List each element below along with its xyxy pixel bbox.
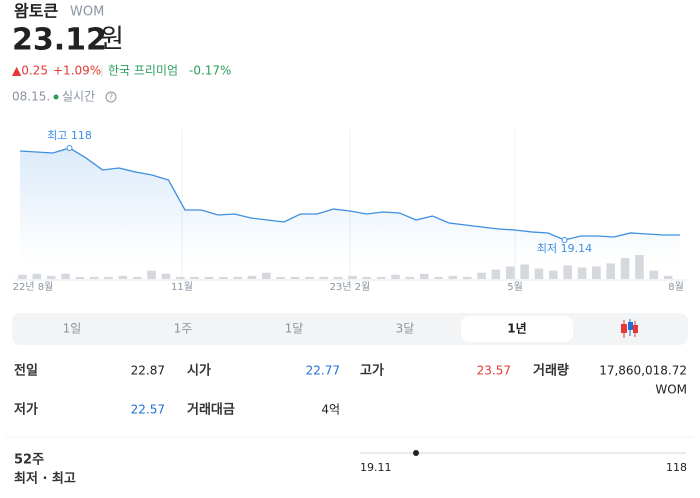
volume-bar bbox=[462, 276, 472, 279]
x-label: 5월 bbox=[507, 281, 523, 293]
range-min: 19.11 bbox=[360, 461, 392, 474]
low-marker bbox=[561, 237, 568, 243]
selected-tab bbox=[461, 316, 573, 342]
volume-bar bbox=[419, 273, 429, 279]
area bbox=[20, 148, 680, 262]
x-label: 11월 bbox=[171, 281, 193, 293]
volume-bar bbox=[592, 266, 601, 279]
candle-icon[interactable] bbox=[621, 319, 638, 338]
range-subtitle: 최저 · 최고 bbox=[14, 472, 76, 487]
stat-value: 22.57 bbox=[131, 403, 165, 417]
tab[interactable]: 3달 bbox=[396, 322, 415, 336]
volume-bar bbox=[118, 275, 128, 279]
realtime: 실시간 bbox=[62, 90, 95, 104]
volume-bar bbox=[75, 276, 85, 279]
volume-bar bbox=[262, 272, 271, 279]
volume-bar bbox=[219, 276, 228, 279]
range-title: 52주 bbox=[14, 453, 44, 468]
volume-bar bbox=[305, 276, 314, 279]
volume-bar bbox=[649, 270, 659, 279]
volume-bar bbox=[362, 276, 372, 279]
volume-bar bbox=[448, 275, 458, 279]
volume-bar bbox=[61, 273, 70, 279]
volume-bar bbox=[276, 276, 286, 279]
stat-value: 4억 bbox=[321, 403, 340, 417]
volume-bar bbox=[175, 276, 185, 279]
tab[interactable]: 1주 bbox=[174, 322, 193, 336]
volume-bar bbox=[147, 270, 156, 279]
high-marker bbox=[66, 145, 73, 151]
premium: -0.17% bbox=[189, 64, 231, 78]
volume-bar bbox=[233, 276, 242, 279]
live-dot bbox=[53, 94, 59, 100]
stat-unit: WOM bbox=[655, 383, 687, 397]
volume-bar bbox=[247, 275, 257, 279]
volume-bar bbox=[348, 275, 357, 279]
coin-symbol: WOM bbox=[70, 5, 104, 20]
volume-bar bbox=[89, 276, 99, 279]
stat-label: 고가 bbox=[360, 364, 384, 379]
volume-bar bbox=[520, 264, 529, 279]
stat-label: 거래량 bbox=[533, 364, 569, 379]
x-label: 22년 8월 bbox=[13, 281, 54, 293]
price-unit: 원 bbox=[100, 25, 124, 55]
date: 08.15. bbox=[12, 90, 50, 104]
volume-bar bbox=[18, 274, 27, 279]
volume-bar bbox=[606, 263, 616, 279]
volume-bar bbox=[549, 270, 558, 279]
change: ▲0.25 bbox=[12, 64, 48, 78]
volume-bar bbox=[491, 269, 501, 279]
volume-bar bbox=[663, 275, 673, 279]
volume-bar bbox=[434, 276, 443, 279]
volume-bar bbox=[635, 255, 644, 279]
stat-value: 23.57 bbox=[477, 364, 511, 378]
volume-bar bbox=[534, 268, 544, 279]
volume-bar bbox=[104, 276, 113, 279]
help-icon[interactable] bbox=[105, 91, 117, 103]
range-dot bbox=[413, 450, 419, 456]
stat-value: 17,860,018.72 bbox=[599, 364, 687, 378]
volume-bar bbox=[620, 258, 630, 279]
volume-bar bbox=[32, 273, 42, 279]
volume-bar bbox=[505, 266, 515, 279]
volume-bar bbox=[333, 276, 343, 279]
low-label: 최저 19.14 bbox=[537, 242, 592, 255]
volume-bar bbox=[391, 274, 400, 279]
stat-label: 전일 bbox=[14, 363, 38, 379]
x-label: 8월 bbox=[668, 281, 684, 293]
high-label: 최고 118 bbox=[47, 129, 92, 142]
premium-label: 한국 프리미엄 bbox=[108, 64, 178, 78]
stat-label: 거래대금 bbox=[187, 403, 235, 418]
volume-bar bbox=[190, 276, 199, 279]
help-mark: ? bbox=[109, 93, 113, 102]
stat-value: 22.77 bbox=[306, 364, 340, 378]
chart: 22년 8월 11월 23년 2월 5월 8월 최고 118 최저 19.14 bbox=[13, 129, 686, 293]
price: 23.12 bbox=[12, 23, 107, 58]
range-max: 118 bbox=[666, 461, 687, 474]
price-line bbox=[19, 147, 680, 241]
tab[interactable]: 1년 bbox=[507, 322, 526, 336]
coin-name: 왐토큰 bbox=[14, 2, 58, 21]
volume-bar bbox=[319, 276, 329, 279]
volume-bar bbox=[577, 267, 587, 279]
stat-value: 22.87 bbox=[131, 364, 165, 378]
stat-label: 시가 bbox=[187, 364, 211, 379]
volume-bar bbox=[46, 275, 56, 279]
volume-bar bbox=[477, 272, 486, 279]
tab[interactable]: 1달 bbox=[285, 322, 304, 336]
period-tabs bbox=[12, 313, 688, 345]
volume-bar bbox=[132, 276, 142, 279]
x-label: 23년 2월 bbox=[330, 281, 371, 293]
tab[interactable]: 1일 bbox=[63, 322, 82, 336]
volume-bar bbox=[563, 265, 572, 279]
volume-bar bbox=[290, 276, 300, 279]
volume-bar bbox=[405, 276, 415, 279]
change-pct: +1.09% bbox=[53, 64, 101, 78]
volume-bar bbox=[204, 276, 214, 279]
volume-bar bbox=[376, 276, 386, 279]
stat-label: 저가 bbox=[14, 403, 38, 418]
volume-bar bbox=[161, 273, 171, 279]
